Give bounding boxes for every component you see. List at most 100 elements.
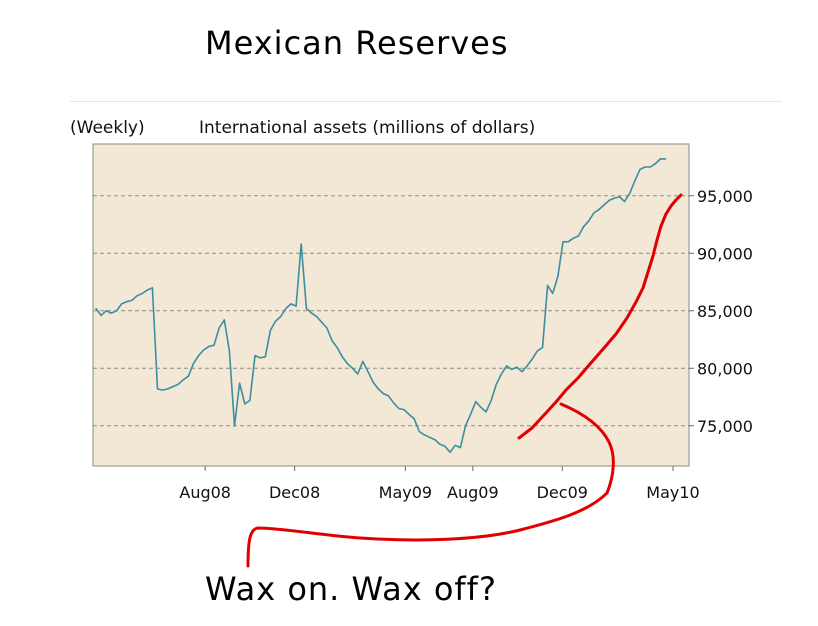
- data-point-0: [95, 307, 97, 310]
- data-point-26: [228, 350, 230, 352]
- data-points: [95, 158, 667, 453]
- data-point-10: [146, 289, 148, 291]
- data-point-23: [213, 344, 215, 346]
- data-point-19: [192, 363, 195, 365]
- data-point-34: [269, 329, 271, 331]
- data-point-84: [526, 365, 528, 367]
- data-point-92: [567, 241, 569, 243]
- data-point-64: [423, 434, 425, 436]
- x-tick-labels: Aug08 Dec08 May09 Aug09 Dec09 May10: [179, 483, 699, 502]
- data-point-108: [649, 166, 651, 168]
- data-point-106: [639, 168, 641, 170]
- data-point-101: [613, 197, 615, 199]
- data-point-99: [603, 204, 605, 206]
- data-point-51: [357, 373, 359, 375]
- data-point-60: [403, 409, 405, 411]
- data-point-50: [352, 367, 354, 369]
- data-point-110: [659, 158, 662, 160]
- data-point-77: [490, 399, 492, 401]
- y-axis-title: International assets (millions of dollar…: [199, 118, 536, 138]
- data-point-18: [187, 375, 189, 377]
- data-point-41: [305, 307, 307, 310]
- data-point-61: [408, 413, 410, 415]
- x-tick-label-5: May10: [646, 483, 699, 502]
- data-point-11: [151, 287, 153, 289]
- data-point-2: [105, 310, 107, 312]
- data-point-38: [290, 303, 292, 305]
- data-point-78: [495, 383, 497, 385]
- axis-ticks: [204, 195, 694, 471]
- y-tick-label-1: 80,000: [697, 359, 753, 378]
- data-point-104: [629, 192, 631, 194]
- data-point-48: [341, 356, 343, 358]
- y-tick-label-4: 95,000: [697, 187, 753, 206]
- data-point-33: [264, 356, 266, 358]
- data-point-66: [434, 439, 436, 441]
- gridlines: [93, 195, 689, 427]
- data-point-25: [223, 319, 225, 321]
- data-point-67: [439, 443, 441, 445]
- data-point-53: [367, 371, 369, 373]
- data-point-58: [393, 402, 395, 404]
- x-tick-label-4: Dec09: [537, 483, 588, 502]
- data-point-87: [541, 347, 544, 349]
- data-point-17: [182, 379, 184, 381]
- data-point-21: [203, 349, 205, 351]
- data-point-29: [244, 403, 246, 405]
- plot-area: [92, 143, 690, 467]
- data-point-20: [198, 355, 200, 357]
- data-point-1: [100, 314, 102, 316]
- data-point-24: [218, 327, 220, 329]
- data-point-75: [480, 406, 482, 408]
- data-point-63: [418, 430, 420, 433]
- data-point-107: [644, 166, 646, 168]
- y-tick-label-3: 90,000: [697, 244, 753, 263]
- data-point-28: [239, 382, 241, 384]
- data-point-15: [172, 386, 174, 388]
- data-point-13: [162, 389, 164, 391]
- data-point-96: [588, 220, 590, 222]
- data-point-35: [275, 320, 277, 322]
- data-point-109: [654, 163, 657, 165]
- data-point-103: [624, 200, 626, 203]
- data-point-57: [387, 395, 390, 397]
- annotation-pointer-stroke: [246, 402, 615, 568]
- data-point-52: [362, 360, 364, 362]
- data-point-74: [475, 401, 477, 403]
- data-point-90: [557, 275, 559, 277]
- data-point-30: [249, 399, 251, 401]
- data-point-47: [336, 347, 338, 349]
- data-point-8: [136, 295, 138, 297]
- data-point-69: [449, 451, 451, 453]
- data-point-89: [552, 292, 554, 295]
- data-point-56: [382, 393, 384, 395]
- data-point-3: [110, 312, 112, 314]
- top-divider: [70, 101, 782, 102]
- data-point-93: [572, 237, 574, 239]
- data-point-14: [167, 388, 169, 390]
- data-point-80: [506, 365, 508, 367]
- frequency-label: (Weekly): [70, 118, 145, 138]
- data-point-45: [326, 327, 328, 329]
- data-point-94: [577, 235, 580, 237]
- data-point-55: [377, 388, 379, 390]
- data-point-98: [598, 209, 600, 211]
- annotation-trend-stroke: [517, 193, 683, 440]
- data-point-22: [208, 345, 210, 347]
- data-point-65: [429, 436, 431, 438]
- data-point-49: [346, 363, 348, 365]
- data-point-72: [464, 425, 467, 427]
- data-point-85: [531, 358, 533, 360]
- data-point-95: [582, 226, 585, 228]
- data-point-62: [413, 418, 415, 420]
- data-point-79: [500, 373, 502, 375]
- data-point-39: [295, 305, 297, 307]
- data-point-71: [459, 447, 461, 449]
- data-point-86: [536, 350, 538, 352]
- x-tick-label-3: Aug09: [447, 483, 499, 502]
- data-point-46: [331, 340, 333, 342]
- slide-caption: Wax on. Wax off?: [205, 570, 497, 608]
- y-tick-label-2: 85,000: [697, 302, 753, 321]
- data-point-54: [372, 381, 374, 383]
